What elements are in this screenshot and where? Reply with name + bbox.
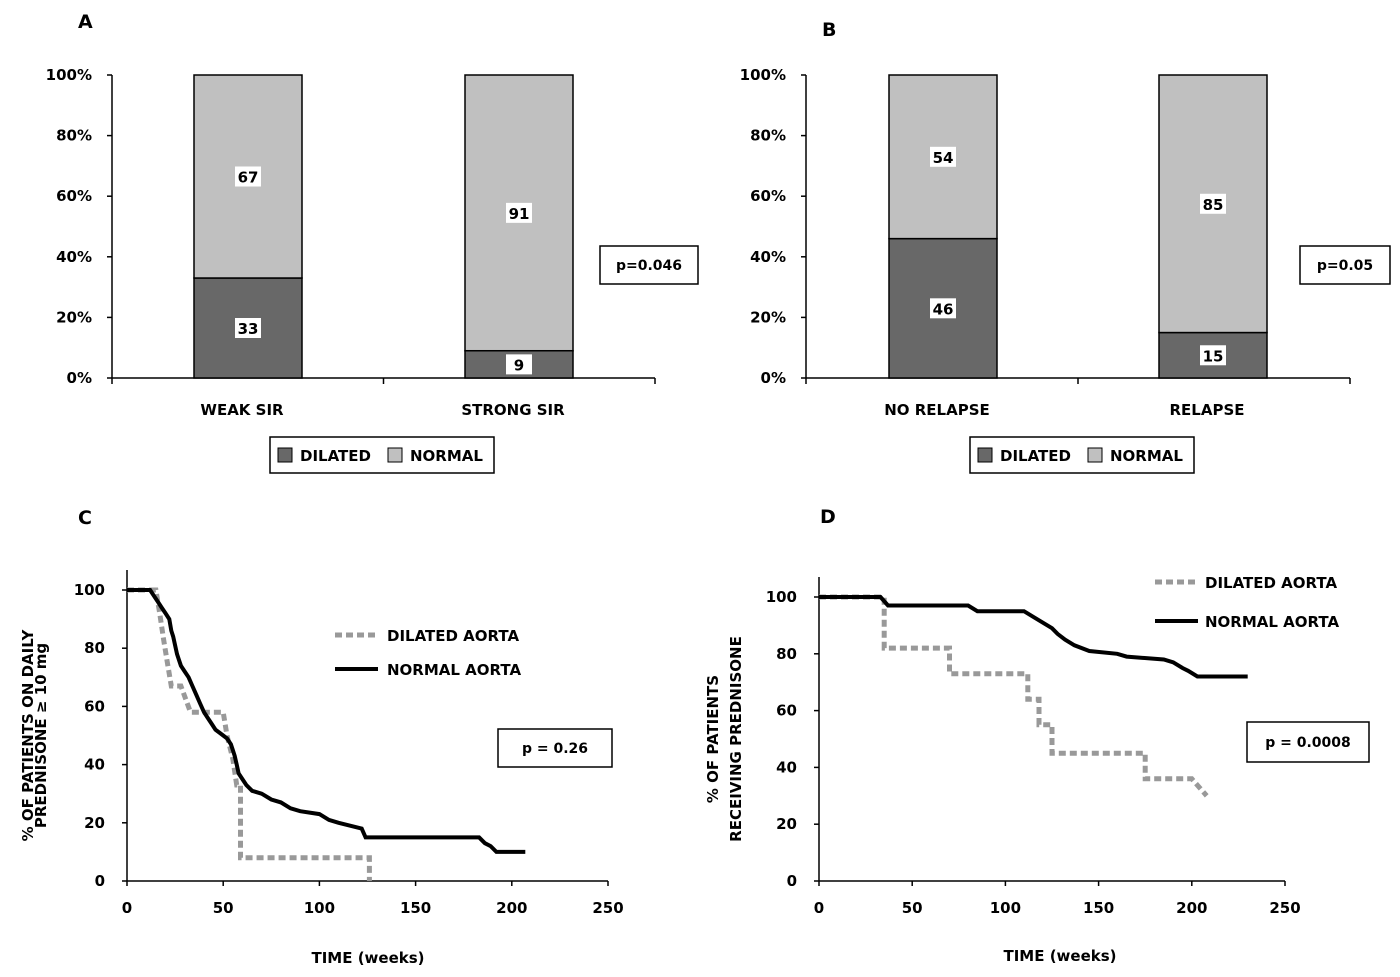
y-axis-label: RECEIVING PREDNISONE bbox=[727, 636, 745, 842]
x-tick-label: 150 bbox=[1083, 899, 1114, 917]
x-tick-label: 250 bbox=[1269, 899, 1300, 917]
data-label: 46 bbox=[933, 300, 954, 318]
x-tick-label: 0 bbox=[814, 899, 824, 917]
y-tick-label: 40% bbox=[56, 248, 92, 266]
legend-label: DILATED AORTA bbox=[387, 627, 519, 645]
y-tick-label: 20 bbox=[84, 814, 105, 832]
y-tick-label: 100% bbox=[46, 66, 92, 84]
panel-label: D bbox=[820, 506, 836, 528]
p-value-label: p=0.046 bbox=[616, 258, 682, 274]
data-label: 9 bbox=[514, 356, 524, 374]
x-axis-label: TIME (weeks) bbox=[1003, 947, 1116, 965]
p-value-box bbox=[599, 245, 699, 285]
series-line-dilated-aorta bbox=[127, 587, 372, 881]
y-tick-label: 20% bbox=[750, 308, 786, 326]
x-category-label: WEAK SIR bbox=[200, 401, 284, 419]
y-tick-label: 60 bbox=[84, 697, 105, 715]
y-tick-label: 0% bbox=[761, 369, 786, 387]
data-label: 54 bbox=[933, 149, 954, 167]
data-label-bg bbox=[235, 166, 261, 187]
panel-label: A bbox=[78, 11, 93, 33]
y-tick-label: 60% bbox=[56, 187, 92, 205]
x-tick-label: 50 bbox=[213, 899, 234, 917]
legend-label: DILATED bbox=[1000, 447, 1071, 465]
y-tick-label: 60 bbox=[776, 702, 797, 720]
data-label-bg bbox=[1200, 345, 1226, 366]
legend-label: NORMAL AORTA bbox=[1205, 613, 1339, 631]
y-tick-label: 80% bbox=[56, 127, 92, 145]
legend-swatch-dilated bbox=[977, 447, 993, 463]
y-tick-label: 60% bbox=[750, 187, 786, 205]
x-tick-label: 100 bbox=[990, 899, 1021, 917]
legend-label: DILATED AORTA bbox=[1205, 574, 1337, 592]
data-label-bg bbox=[506, 354, 532, 375]
x-axis-label: TIME (weeks) bbox=[311, 949, 424, 967]
p-value-label: p = 0.26 bbox=[522, 741, 588, 757]
y-axis-label: PREDNISONE ≥ 10 mg bbox=[32, 643, 50, 828]
legend-swatch-dilated bbox=[277, 447, 293, 463]
data-label: 67 bbox=[238, 169, 259, 187]
x-category-label: STRONG SIR bbox=[461, 401, 565, 419]
data-label: 15 bbox=[1203, 347, 1224, 365]
x-category-label: NO RELAPSE bbox=[884, 401, 990, 419]
p-value-box bbox=[1299, 245, 1391, 285]
panel-label: B bbox=[822, 19, 836, 41]
p-value-box bbox=[497, 728, 613, 768]
x-category-label: RELAPSE bbox=[1169, 401, 1244, 419]
x-tick-label: 100 bbox=[304, 899, 335, 917]
y-tick-label: 40% bbox=[750, 248, 786, 266]
y-tick-label: 100 bbox=[74, 581, 105, 599]
legend-label: NORMAL bbox=[1110, 447, 1183, 465]
legend-box bbox=[269, 436, 495, 474]
panel-label: C bbox=[78, 507, 92, 529]
series-line-normal-aorta bbox=[127, 588, 526, 854]
legend-swatch-normal bbox=[387, 447, 403, 463]
y-axis-label: % OF PATIENTS bbox=[704, 675, 722, 803]
x-tick-label: 200 bbox=[1176, 899, 1207, 917]
legend-label: NORMAL bbox=[410, 447, 483, 465]
legend-box bbox=[969, 436, 1195, 474]
data-label: 33 bbox=[238, 320, 259, 338]
bar-normal bbox=[1158, 74, 1268, 334]
y-tick-label: 80 bbox=[776, 645, 797, 663]
y-tick-label: 20 bbox=[776, 815, 797, 833]
y-tick-label: 80 bbox=[84, 639, 105, 657]
data-label-bg bbox=[930, 298, 956, 319]
x-tick-label: 250 bbox=[592, 899, 623, 917]
data-label: 91 bbox=[509, 205, 530, 223]
y-tick-label: 0% bbox=[67, 369, 92, 387]
series-line-dilated-aorta bbox=[819, 594, 1209, 798]
y-tick-label: 100% bbox=[740, 66, 786, 84]
y-tick-label: 80% bbox=[750, 127, 786, 145]
p-value-box bbox=[1246, 721, 1370, 763]
series-line-normal-aorta bbox=[819, 595, 1248, 679]
data-label-bg bbox=[930, 146, 956, 167]
legend-swatch-normal bbox=[1087, 447, 1103, 463]
y-tick-label: 40 bbox=[84, 756, 105, 774]
y-axis-label: % OF PATIENTS ON DAILY bbox=[19, 629, 37, 842]
y-tick-label: 20% bbox=[56, 308, 92, 326]
data-label-bg bbox=[235, 318, 261, 339]
legend-label: NORMAL AORTA bbox=[387, 661, 521, 679]
y-tick-label: 100 bbox=[766, 588, 797, 606]
data-label: 85 bbox=[1203, 196, 1224, 214]
p-value-label: p = 0.0008 bbox=[1265, 735, 1351, 751]
y-tick-label: 40 bbox=[776, 758, 797, 776]
data-label-bg bbox=[506, 202, 532, 223]
data-label-bg bbox=[1200, 193, 1226, 214]
x-tick-label: 200 bbox=[496, 899, 527, 917]
y-tick-label: 0 bbox=[787, 872, 797, 890]
p-value-label: p=0.05 bbox=[1317, 258, 1373, 274]
y-tick-label: 0 bbox=[95, 872, 105, 890]
x-tick-label: 0 bbox=[122, 899, 132, 917]
legend-label: DILATED bbox=[300, 447, 371, 465]
x-tick-label: 50 bbox=[902, 899, 923, 917]
x-tick-label: 150 bbox=[400, 899, 431, 917]
